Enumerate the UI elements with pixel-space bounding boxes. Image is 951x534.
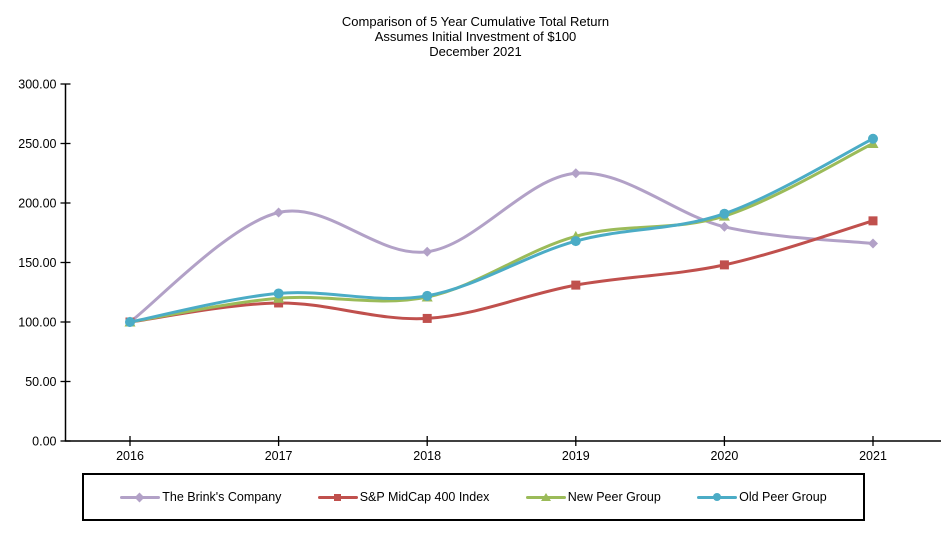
data-point-circle-icon: [422, 290, 433, 301]
chart-title-line2: Assumes Initial Investment of $100: [374, 29, 577, 44]
legend-swatch-diamond-icon: [120, 491, 161, 503]
data-point-square-icon: [571, 280, 581, 290]
x-axis-label: 2016: [116, 449, 144, 463]
legend-item-brinks: The Brink's Company: [120, 490, 281, 504]
legend-swatch-triangle-icon: [525, 491, 566, 503]
legend-item-sp-midcap: S&P MidCap 400 Index: [317, 490, 490, 504]
data-point-circle-icon: [868, 133, 878, 144]
data-point-square-icon: [274, 298, 284, 308]
y-axis-label: 300.00: [18, 78, 56, 92]
data-point-diamond-icon: [422, 246, 433, 257]
data-point-circle-icon: [125, 317, 135, 327]
legend-label: S&P MidCap 400 Index: [359, 490, 490, 504]
data-point-circle-icon: [719, 208, 730, 219]
data-point-circle-icon: [273, 288, 284, 299]
data-point-diamond-icon: [719, 221, 730, 232]
legend-item-old-peer: Old Peer Group: [697, 490, 827, 504]
series-line: [128, 219, 875, 324]
x-axis-label: 2020: [710, 449, 738, 463]
x-axis-label: 2018: [413, 449, 441, 463]
legend: The Brink's Company S&P MidCap 400 Index…: [82, 473, 865, 521]
series-line: [128, 137, 875, 324]
y-axis-label: 150.00: [18, 256, 56, 270]
legend-label: Old Peer Group: [739, 490, 827, 504]
chart-title-line1: Comparison of 5 Year Cumulative Total Re…: [341, 14, 610, 29]
x-axis-label: 2017: [265, 449, 293, 463]
series-line: [128, 142, 875, 324]
data-point-diamond-icon: [868, 238, 878, 249]
data-point-circle-icon: [570, 236, 581, 247]
legend-label: New Peer Group: [567, 490, 661, 504]
data-point-square-icon: [868, 216, 878, 226]
y-axis-label: 250.00: [18, 137, 56, 151]
series-line: [128, 171, 875, 324]
data-point-diamond-icon: [570, 168, 581, 179]
legend-item-new-peer: New Peer Group: [525, 490, 661, 504]
y-axis-label: 50.00: [25, 375, 56, 389]
y-axis-label: 0.00: [32, 435, 56, 449]
chart-title: Comparison of 5 Year Cumulative Total Re…: [0, 14, 951, 59]
y-axis-label: 200.00: [18, 197, 56, 211]
data-point-diamond-icon: [273, 207, 284, 218]
legend-label: The Brink's Company: [162, 490, 282, 504]
x-axis-label: 2019: [562, 449, 590, 463]
y-axis-label: 100.00: [18, 316, 56, 330]
legend-swatch-circle-icon: [697, 491, 738, 503]
data-point-square-icon: [719, 260, 729, 270]
data-point-square-icon: [422, 313, 432, 323]
legend-swatch-square-icon: [317, 491, 358, 503]
x-axis-label: 2021: [859, 449, 887, 463]
chart-title-line3: December 2021: [429, 44, 522, 59]
